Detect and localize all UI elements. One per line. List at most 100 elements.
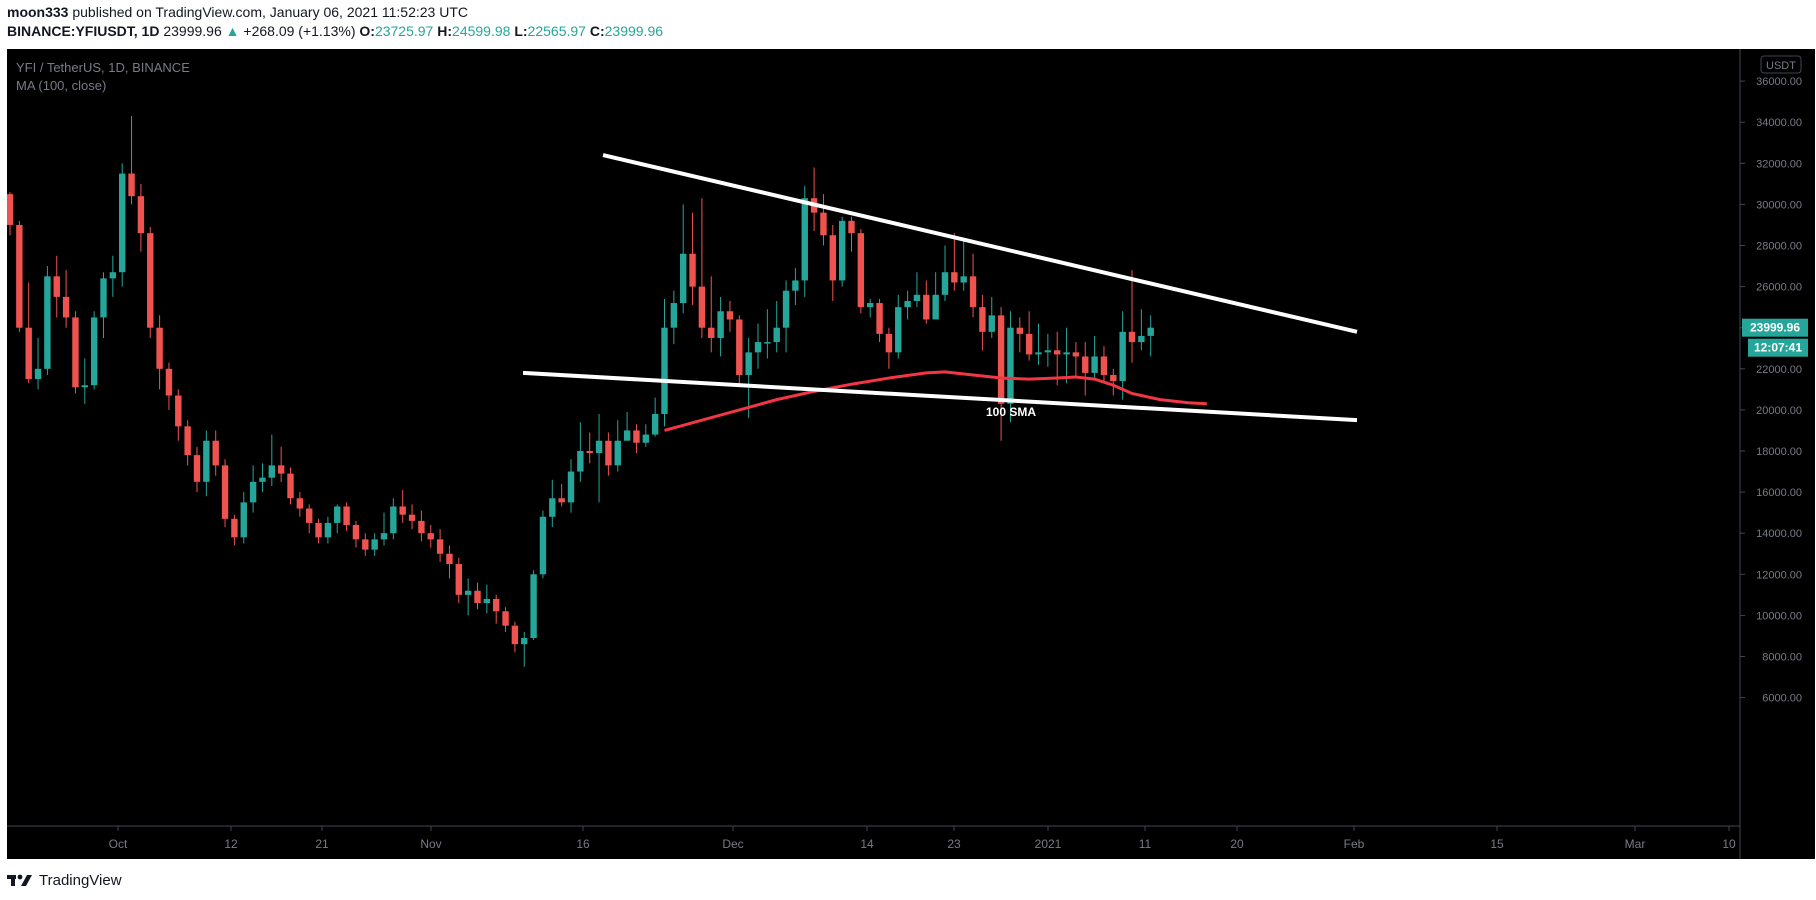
candle bbox=[231, 514, 238, 546]
candle bbox=[1091, 335, 1098, 380]
candle bbox=[792, 268, 799, 306]
candle bbox=[530, 570, 537, 641]
candle bbox=[502, 607, 509, 632]
candle bbox=[932, 272, 939, 320]
trendline[interactable] bbox=[602, 153, 1358, 334]
candle bbox=[306, 504, 313, 534]
time-tick-label: Mar bbox=[1625, 837, 1646, 851]
candle bbox=[764, 309, 771, 359]
candle bbox=[708, 276, 715, 353]
candle bbox=[427, 524, 434, 548]
candle bbox=[773, 300, 780, 353]
candle bbox=[268, 434, 275, 486]
price-tick-label: 30000.00 bbox=[1756, 199, 1802, 211]
candle bbox=[193, 446, 201, 493]
candle bbox=[633, 424, 640, 454]
candle bbox=[614, 420, 621, 472]
trendline[interactable] bbox=[522, 370, 1358, 423]
last-price: 23999.96 bbox=[163, 23, 222, 39]
footer: TradingView bbox=[7, 868, 122, 892]
candle bbox=[72, 311, 79, 394]
footer-brand[interactable]: TradingView bbox=[39, 871, 122, 889]
price-tick-label: 34000.00 bbox=[1756, 117, 1802, 129]
change-value: +268.09 (+1.13%) bbox=[243, 23, 356, 39]
price-tick-label: 22000.00 bbox=[1756, 364, 1802, 376]
candle bbox=[586, 432, 593, 464]
candle bbox=[34, 337, 42, 390]
currency-badge[interactable] bbox=[1760, 55, 1802, 74]
candle bbox=[259, 463, 266, 493]
candle bbox=[895, 294, 902, 359]
candle bbox=[324, 516, 332, 544]
candle bbox=[1072, 342, 1080, 378]
chart-background bbox=[7, 49, 1815, 859]
candle bbox=[857, 229, 865, 314]
time-tick-label: 2021 bbox=[1035, 837, 1062, 851]
low-value: 22565.97 bbox=[527, 23, 586, 39]
candle bbox=[979, 294, 986, 351]
time-axis[interactable]: Oct 12 21 Nov 16 Dec 14 23 2021 11 20 Feb 15 Mar 10 bbox=[109, 826, 1736, 851]
author-name[interactable]: moon333 bbox=[7, 4, 69, 20]
low-label: L: bbox=[514, 23, 528, 39]
candle bbox=[923, 280, 930, 324]
indicator-legend: MA (100, close) bbox=[16, 78, 106, 93]
candle bbox=[296, 492, 304, 517]
candle bbox=[418, 510, 425, 542]
tradingview-logo-icon[interactable] bbox=[7, 872, 33, 888]
candle bbox=[81, 358, 88, 404]
price-tick-label: 28000.00 bbox=[1756, 241, 1802, 253]
countdown-tag bbox=[1748, 338, 1808, 357]
price-tick-label: 36000.00 bbox=[1756, 76, 1802, 88]
candle bbox=[736, 315, 743, 386]
candle bbox=[1110, 368, 1117, 396]
time-tick-label: 16 bbox=[576, 837, 590, 851]
candle bbox=[249, 465, 257, 513]
sma-annotation: 100 SMA bbox=[986, 405, 1036, 419]
candle bbox=[100, 272, 107, 338]
candle bbox=[212, 430, 219, 476]
candle bbox=[464, 578, 472, 616]
candle bbox=[913, 272, 921, 308]
candle bbox=[436, 529, 444, 562]
candle bbox=[380, 512, 388, 546]
time-tick-label: 11 bbox=[1139, 837, 1152, 851]
chart-container[interactable]: 100 SMA YFI / TetherUS, 1D, BINANCE MA (… bbox=[6, 49, 1815, 859]
price-chart[interactable]: 100 SMA YFI / TetherUS, 1D, BINANCE MA (… bbox=[6, 49, 1815, 859]
price-tick-label: 32000.00 bbox=[1756, 158, 1802, 170]
candle bbox=[119, 163, 126, 287]
candle bbox=[754, 323, 762, 369]
candle bbox=[1082, 342, 1089, 396]
time-tick-label: Oct bbox=[109, 837, 128, 851]
candle bbox=[605, 432, 612, 476]
chart-title: YFI / TetherUS, 1D, BINANCE bbox=[16, 60, 190, 75]
candle bbox=[1128, 270, 1136, 363]
candle bbox=[362, 533, 369, 556]
candle bbox=[1100, 346, 1108, 382]
close-value: 23999.96 bbox=[604, 23, 664, 39]
candle bbox=[539, 510, 547, 579]
candle bbox=[221, 459, 229, 528]
candle bbox=[969, 253, 977, 318]
candle bbox=[595, 414, 603, 503]
high-label: H: bbox=[437, 23, 453, 39]
candle bbox=[165, 362, 173, 410]
candle bbox=[1035, 323, 1042, 365]
candle bbox=[240, 492, 247, 544]
chart-header: moon333 published on TradingView.com, Ja… bbox=[7, 3, 1807, 41]
candle bbox=[109, 255, 117, 297]
last-price-tag bbox=[1742, 318, 1808, 337]
candle bbox=[511, 621, 519, 653]
candle bbox=[16, 220, 23, 332]
candle bbox=[62, 270, 70, 328]
candle bbox=[1007, 311, 1014, 423]
candle bbox=[184, 420, 191, 466]
candle bbox=[642, 424, 649, 447]
candle bbox=[399, 490, 406, 523]
candle bbox=[455, 557, 462, 604]
candle bbox=[156, 315, 163, 390]
candle bbox=[689, 212, 696, 306]
candle bbox=[1063, 327, 1070, 384]
candle bbox=[717, 296, 724, 357]
candle bbox=[343, 502, 350, 532]
candle bbox=[558, 483, 565, 507]
